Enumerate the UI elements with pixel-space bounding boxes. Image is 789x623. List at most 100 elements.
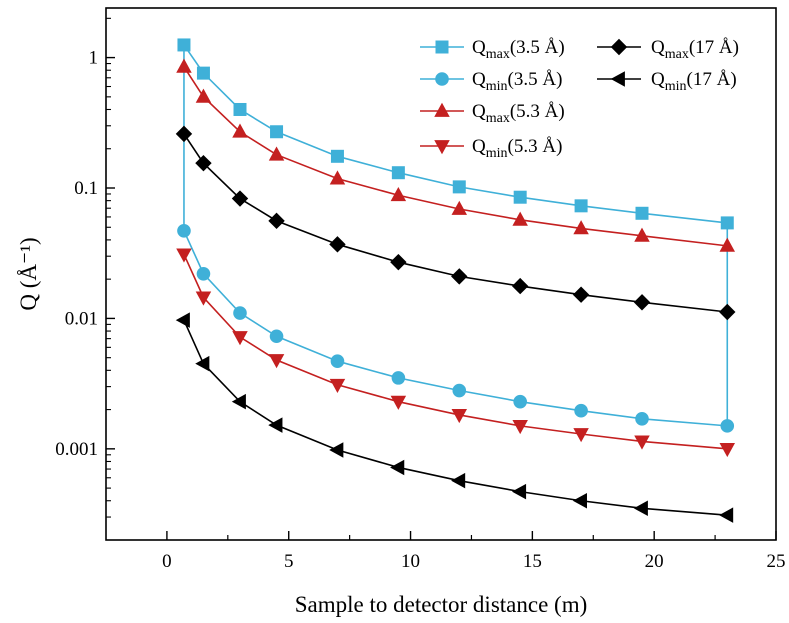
data-point — [513, 190, 527, 204]
x-tick-label: 0 — [162, 551, 172, 572]
data-point — [268, 417, 283, 433]
legend-item: Qmin(17 Å) — [597, 69, 737, 94]
data-point — [720, 419, 735, 433]
x-axis-title: Sample to detector distance (m) — [295, 592, 588, 617]
data-point — [329, 378, 346, 393]
series-line — [183, 230, 728, 427]
data-point — [452, 383, 467, 398]
data-point — [633, 500, 648, 517]
data-point — [330, 354, 345, 368]
legend-label: Qmax(3.5 Å) — [472, 37, 565, 62]
data-point — [512, 211, 528, 226]
legend-marker — [434, 102, 450, 117]
x-tick-label: 20 — [645, 551, 664, 572]
legend-marker — [610, 38, 628, 56]
data-point — [231, 190, 249, 207]
data-point — [330, 149, 344, 163]
legend-item: Qmin(5.3 Å) — [420, 136, 562, 161]
legend-label: Qmin(5.3 Å) — [472, 136, 562, 161]
data-point — [232, 331, 248, 346]
data-point — [177, 38, 191, 52]
data-point — [573, 428, 589, 443]
data-point — [390, 459, 405, 476]
data-point — [572, 286, 590, 303]
y-tick-label: 1 — [89, 48, 99, 69]
data-point — [451, 200, 468, 215]
data-point — [195, 154, 212, 172]
plot-frame — [105, 7, 777, 541]
x-tick-label: 10 — [401, 551, 420, 572]
data-point — [195, 88, 212, 103]
x-tick-label: 25 — [767, 551, 786, 572]
y-axis-title: Q (Å⁻¹) — [16, 237, 41, 310]
data-point — [574, 403, 588, 418]
data-point — [719, 303, 736, 321]
data-point — [268, 146, 285, 161]
data-point — [231, 393, 246, 410]
y-tick-label: 0.001 — [55, 439, 98, 460]
data-point — [233, 306, 247, 320]
data-point — [451, 409, 468, 424]
legend-label: Qmin(17 Å) — [651, 69, 737, 94]
data-point — [232, 123, 248, 138]
y-tick-label: 0.1 — [74, 178, 98, 199]
data-point — [175, 312, 190, 328]
data-point — [390, 187, 407, 202]
data-point — [634, 227, 650, 242]
data-point — [574, 199, 588, 213]
data-point — [635, 411, 649, 426]
x-axis-ticks: 0 5 10 15 20 25 — [162, 531, 786, 572]
data-point — [513, 394, 527, 409]
series-line — [183, 133, 728, 313]
data-point — [391, 371, 406, 385]
legend-marker — [434, 140, 450, 155]
legend-item: Qmax(3.5 Å) — [420, 37, 565, 62]
legend-item: Qmin(3.5 Å) — [420, 69, 562, 94]
data-point — [719, 237, 736, 252]
legend-marker — [435, 40, 449, 54]
data-point — [268, 354, 285, 369]
x-tick-label: 15 — [523, 551, 542, 572]
series-line — [183, 44, 728, 224]
data-point — [195, 291, 212, 306]
data-point — [452, 180, 466, 194]
data-point — [719, 442, 736, 458]
data-point — [635, 206, 649, 220]
data-point — [329, 170, 346, 185]
data-point — [177, 223, 191, 238]
data-point — [451, 472, 466, 489]
legend-label: Qmax(5.3 Å) — [472, 101, 565, 126]
data-point — [719, 507, 734, 523]
data-point — [176, 58, 192, 73]
legend-label: Qmax(17 Å) — [651, 37, 739, 62]
data-point — [195, 355, 210, 372]
data-point — [391, 166, 405, 180]
y-tick-label: 0.01 — [65, 308, 98, 329]
data-point — [720, 216, 734, 230]
plot-markers — [175, 38, 736, 523]
data-point — [511, 483, 527, 500]
data-point — [390, 395, 407, 410]
legend-marker — [435, 72, 449, 86]
data-point — [196, 266, 211, 281]
data-point — [512, 419, 528, 435]
data-point — [268, 212, 285, 230]
data-point — [572, 492, 587, 509]
data-point — [270, 125, 284, 139]
data-point — [329, 442, 344, 458]
y-axis-ticks: 0.001 0.01 0.1 1 — [55, 17, 115, 518]
data-point — [196, 66, 210, 80]
data-point — [573, 220, 589, 235]
data-point — [176, 248, 192, 263]
legend-marker — [610, 71, 625, 87]
data-point — [233, 102, 247, 116]
legend-item: Qmax(17 Å) — [597, 37, 739, 62]
legend-item: Qmax(5.3 Å) — [420, 101, 565, 126]
data-point — [451, 268, 468, 285]
legend: Qmax(3.5 Å) Qmax(17 Å) Qmin(3.5 Å) Qmin(17 … — [420, 37, 739, 161]
data-point — [390, 253, 407, 271]
legend-label: Qmin(3.5 Å) — [472, 69, 562, 94]
data-point — [633, 294, 651, 311]
data-point — [634, 435, 650, 450]
